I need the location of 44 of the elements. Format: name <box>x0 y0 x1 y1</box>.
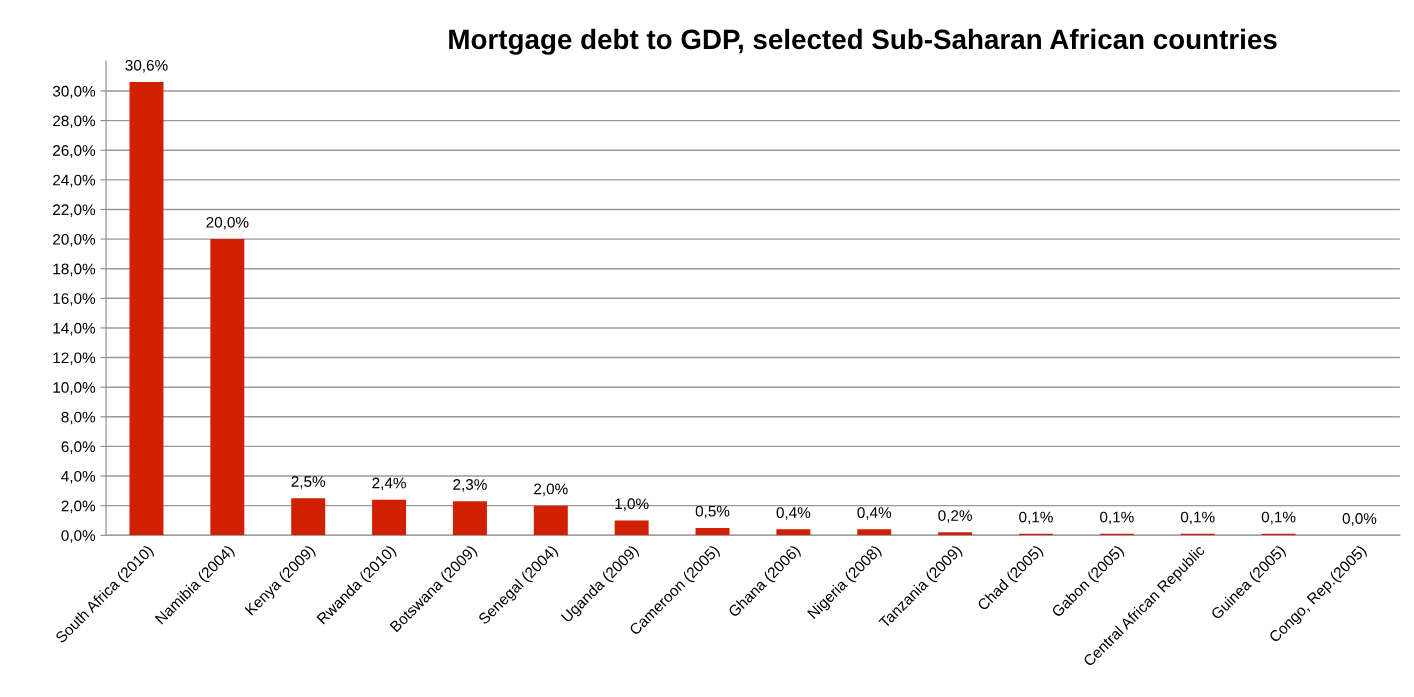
data-label: 0,1% <box>1261 511 1296 525</box>
data-label: 0,5% <box>695 505 730 519</box>
bar <box>372 499 407 536</box>
bar <box>776 529 811 536</box>
y-tick-label: 18,0% <box>53 263 96 277</box>
y-tick-label: 14,0% <box>53 322 96 336</box>
data-label: 30,6% <box>125 59 168 73</box>
data-label: 0,1% <box>1100 511 1134 525</box>
data-label: 0,2% <box>938 510 972 523</box>
bar <box>938 532 973 536</box>
y-tick-label: 28,0% <box>53 115 96 129</box>
data-label: 0,4% <box>776 507 811 520</box>
y-tick-label: 4,0% <box>61 470 96 484</box>
bar <box>452 501 487 536</box>
data-label: 0,1% <box>1019 511 1053 525</box>
y-tick-label: 2,0% <box>61 500 96 514</box>
data-label: 0,0% <box>1342 513 1377 526</box>
y-tick-label: 12,0% <box>53 352 96 366</box>
y-tick-label: 24,0% <box>53 174 96 188</box>
bar <box>533 505 568 536</box>
data-label: 1,0% <box>615 498 649 511</box>
data-label: 0,1% <box>1180 511 1215 525</box>
y-tick-label: 10,0% <box>53 382 96 395</box>
y-tick-label: 26,0% <box>53 145 96 158</box>
bar <box>129 82 164 536</box>
y-tick-label: 0,0% <box>61 530 96 543</box>
data-label: 2,0% <box>534 483 568 497</box>
y-tick-label: 30,0% <box>52 85 96 99</box>
y-tick-label: 22,0% <box>53 204 96 217</box>
chart-title: Mortgage debt to GDP, selected Sub-Saharan African countries <box>449 28 1277 55</box>
data-label: 20,0% <box>206 216 249 230</box>
data-label: 2,5% <box>291 476 326 489</box>
bar <box>695 527 730 536</box>
data-label: 2,3% <box>453 479 487 492</box>
y-tick-label: 8,0% <box>61 411 96 425</box>
y-tick-label: 16,0% <box>53 293 96 306</box>
data-label: 2,4% <box>372 477 406 491</box>
bar <box>614 520 649 536</box>
y-tick-label: 20,0% <box>53 233 96 247</box>
bar <box>291 498 326 536</box>
bar <box>857 529 892 536</box>
y-tick-label: 6,0% <box>61 441 96 454</box>
data-label: 0,4% <box>857 507 892 520</box>
bar <box>210 239 245 536</box>
